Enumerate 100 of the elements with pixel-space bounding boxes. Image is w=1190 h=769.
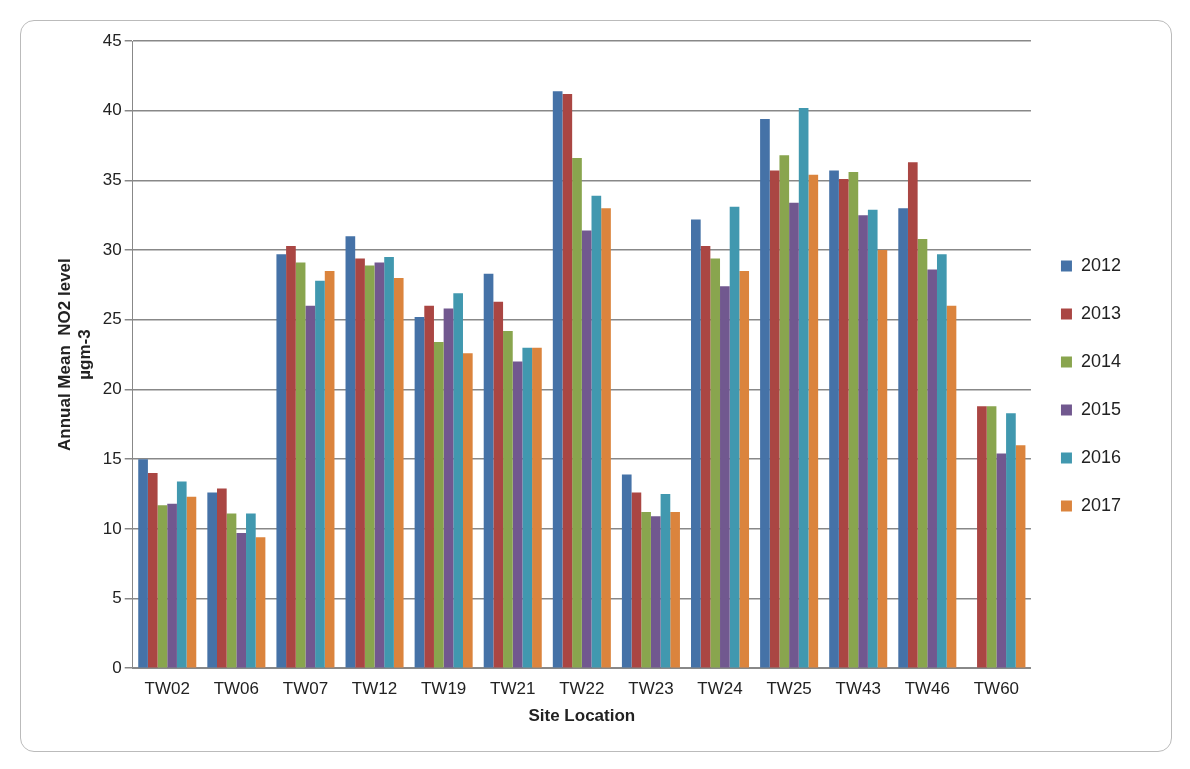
- bar: [255, 537, 266, 668]
- legend-label: 2017: [1080, 494, 1121, 515]
- bar: [700, 245, 711, 668]
- bar: [503, 330, 513, 668]
- bar: [138, 459, 148, 668]
- bar: [1015, 445, 1026, 668]
- bar: [217, 488, 227, 668]
- y-tick-label: 5: [112, 588, 122, 608]
- bar: [167, 503, 177, 668]
- bar: [276, 254, 287, 668]
- bar: [907, 162, 918, 668]
- y-tick-label: 25: [102, 309, 122, 329]
- legend-label: 2013: [1080, 302, 1121, 323]
- x-tick-label: TW60: [973, 679, 1020, 699]
- bar: [739, 270, 750, 668]
- bar: [186, 496, 197, 668]
- bar: [324, 270, 335, 668]
- bar: [591, 195, 602, 668]
- x-tick-label: TW24: [697, 679, 743, 699]
- y-tick-label: 15: [102, 448, 122, 468]
- bar: [315, 280, 325, 668]
- bar: [898, 208, 908, 668]
- bar: [729, 206, 740, 668]
- bar: [176, 481, 187, 668]
- bar: [808, 174, 819, 668]
- y-tick-label: 10: [102, 518, 122, 538]
- bar: [848, 172, 859, 668]
- bar: [246, 513, 256, 668]
- bar: [207, 492, 218, 668]
- bar: [236, 533, 247, 668]
- legend-label: 2015: [1080, 398, 1121, 419]
- bar: [829, 170, 839, 668]
- x-tick-label: TW12: [351, 679, 398, 699]
- x-tick-label: TW22: [559, 679, 605, 699]
- bar: [927, 269, 937, 668]
- bar: [384, 257, 394, 668]
- bar: [552, 91, 563, 668]
- bar: [433, 342, 444, 668]
- bar: [798, 107, 809, 668]
- y-tick-label: 30: [102, 239, 122, 259]
- bar: [147, 473, 158, 668]
- bar: [986, 406, 997, 668]
- y-tick-label: 35: [102, 170, 122, 190]
- bar: [789, 202, 799, 668]
- y-tick-label: 0: [112, 657, 122, 677]
- x-tick-label: TW43: [835, 679, 881, 699]
- x-tick-label: TW06: [213, 679, 260, 699]
- bar: [877, 250, 888, 668]
- bar: [424, 305, 434, 668]
- x-tick-label: TW07: [282, 679, 329, 699]
- x-tick-label: TW46: [904, 679, 950, 699]
- x-axis-title: Site Location: [528, 706, 636, 726]
- bar: [453, 293, 463, 668]
- bar: [779, 155, 790, 668]
- bar: [936, 254, 947, 668]
- x-tick-label: TW02: [144, 679, 190, 699]
- bar: [670, 512, 680, 668]
- bar: [493, 301, 504, 668]
- bar: [601, 208, 611, 668]
- bar: [532, 347, 542, 668]
- bar: [996, 453, 1007, 668]
- bar: [631, 492, 642, 668]
- x-tick-label: TW23: [628, 679, 674, 699]
- bar: [345, 236, 356, 668]
- y-tick-label: 40: [102, 100, 122, 120]
- bar: [512, 361, 523, 668]
- bar: [286, 245, 296, 668]
- bar: [393, 277, 404, 668]
- legend-label: 2012: [1080, 254, 1121, 275]
- bar: [581, 230, 592, 668]
- bar: [522, 347, 533, 668]
- x-tick-label: TW21: [490, 679, 536, 699]
- bar: [977, 406, 987, 668]
- bar: [562, 93, 573, 668]
- bar: [374, 262, 385, 668]
- bar: [769, 170, 780, 668]
- bar: [720, 286, 730, 668]
- x-tick-label: TW19: [420, 679, 467, 699]
- legend-label: 2016: [1080, 446, 1121, 467]
- bar: [355, 258, 365, 668]
- y-tick-label: 45: [102, 30, 122, 50]
- legend-label: 2014: [1080, 350, 1121, 371]
- bar: [946, 305, 957, 668]
- x-tick-label: TW25: [766, 679, 812, 699]
- bar: [641, 512, 651, 668]
- bar: [572, 158, 582, 668]
- bar: [760, 119, 770, 668]
- bar: [1006, 413, 1016, 668]
- bar: [157, 505, 168, 668]
- y-axis-title: Annual Mean NO2 level µgm-3: [54, 258, 95, 451]
- bar: [295, 262, 306, 668]
- bar: [691, 219, 701, 668]
- bar: [858, 215, 868, 668]
- bar: [917, 238, 928, 668]
- bar: [621, 474, 632, 668]
- bar: [305, 305, 316, 668]
- bar: [867, 209, 878, 668]
- bar: [838, 178, 849, 668]
- bar: [660, 493, 671, 668]
- y-tick-label: 20: [102, 379, 122, 399]
